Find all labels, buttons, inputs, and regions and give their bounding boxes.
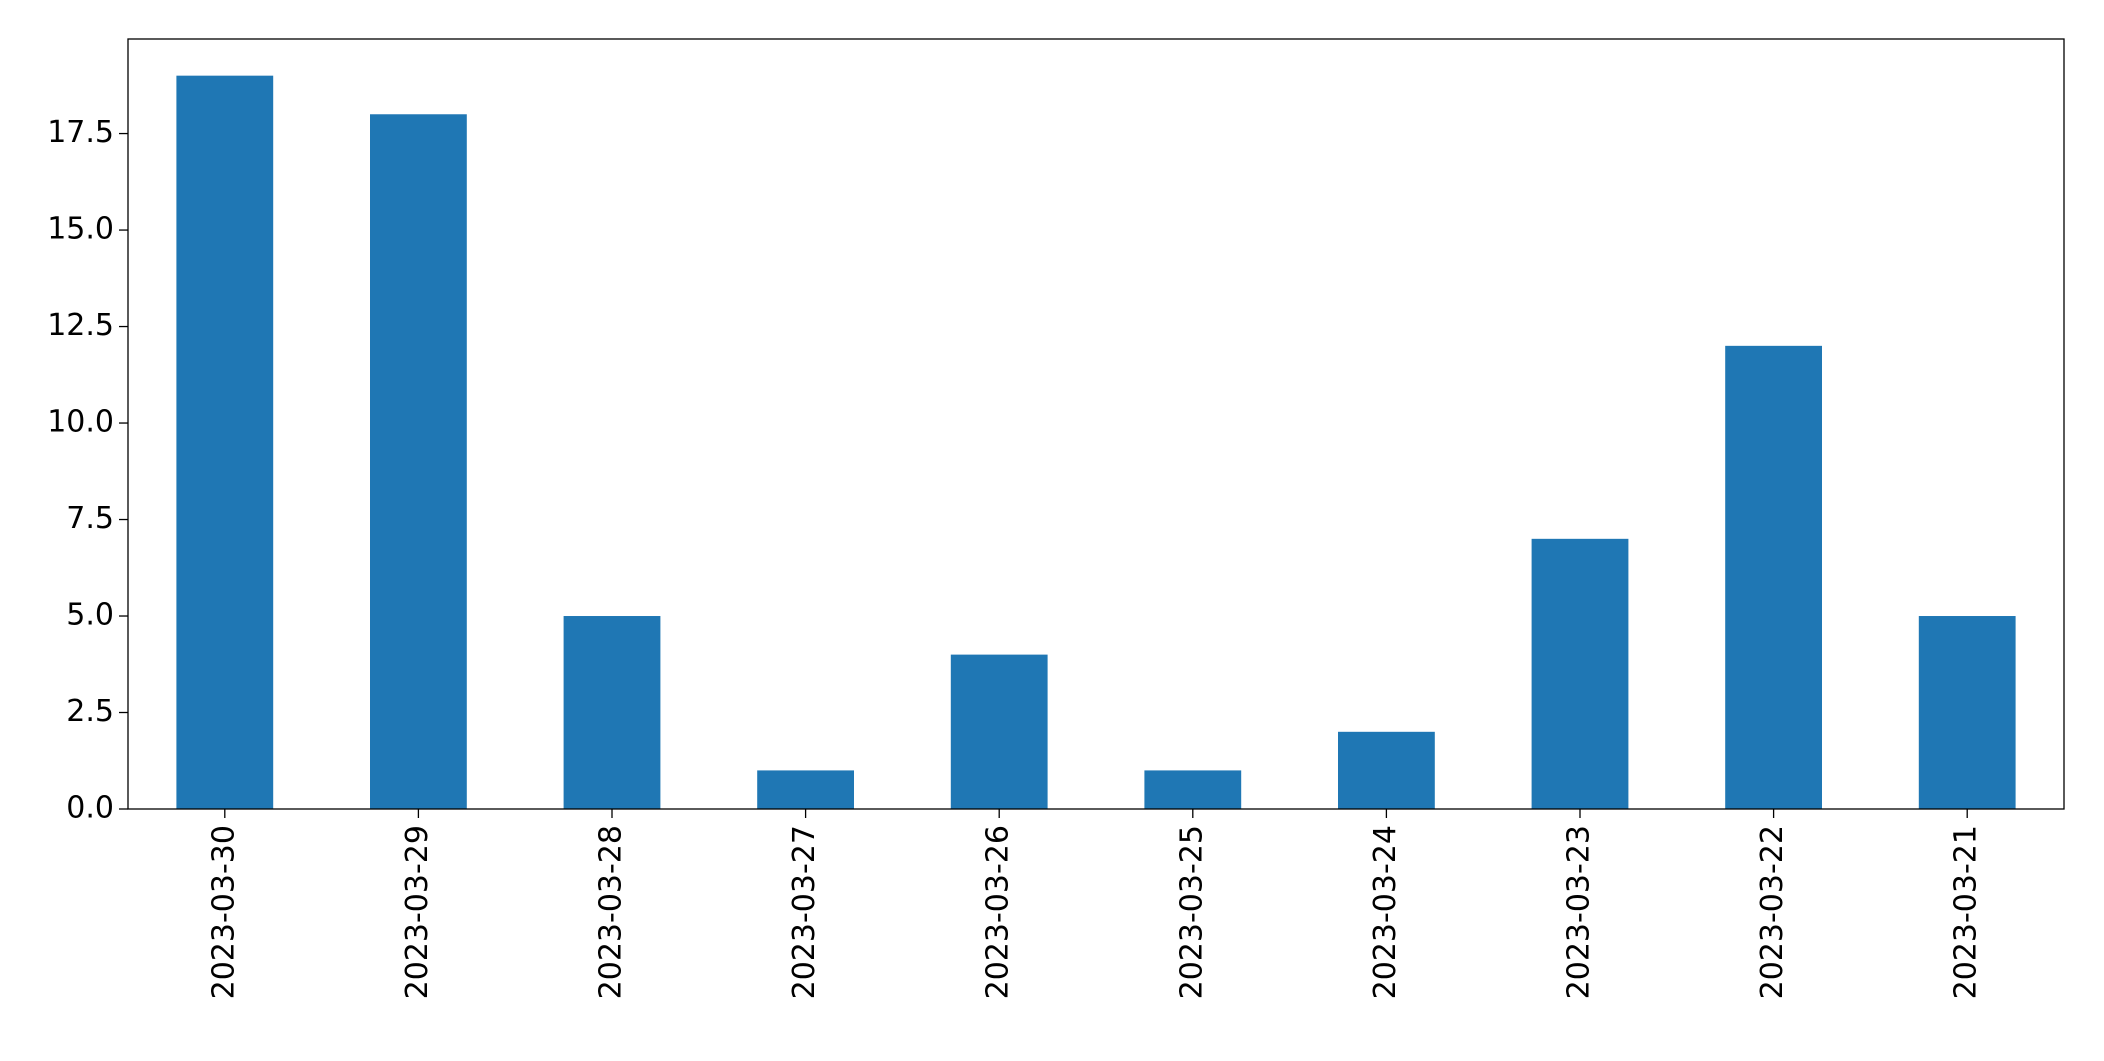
bar: [1725, 345, 1822, 809]
x-tick-label: 2023-03-29: [400, 825, 435, 999]
y-tick-label: 17.5: [47, 115, 114, 150]
bar: [757, 770, 854, 809]
x-tick-label: 2023-03-28: [594, 825, 629, 999]
y-tick-label: 5.0: [66, 598, 114, 633]
x-tick-label: 2023-03-23: [1562, 825, 1597, 999]
x-tick-label: 2023-03-30: [206, 825, 241, 999]
y-tick-label: 10.0: [47, 405, 114, 440]
bar: [1144, 770, 1242, 809]
y-tick-label: 15.0: [47, 212, 114, 247]
y-tick-label: 12.5: [47, 308, 114, 343]
plot-frame: [127, 38, 2065, 810]
bar: [1338, 731, 1435, 809]
x-tick-label: 2023-03-27: [787, 825, 822, 999]
bar: [370, 114, 467, 809]
x-tick-label: 2023-03-22: [1755, 825, 1790, 999]
bar: [1918, 616, 2016, 809]
x-tick-label: 2023-03-26: [981, 825, 1016, 999]
bar: [1531, 538, 1629, 809]
y-tick-label: 7.5: [66, 501, 114, 536]
bar: [950, 654, 1048, 809]
x-tick-label: 2023-03-24: [1368, 825, 1403, 999]
y-tick-label: 2.5: [66, 694, 114, 729]
x-tick-label: 2023-03-21: [1949, 825, 1984, 999]
bar: [176, 75, 274, 809]
bar: [563, 616, 661, 809]
x-tick-label: 2023-03-25: [1174, 825, 1209, 999]
y-tick-label: 0.0: [66, 791, 114, 826]
